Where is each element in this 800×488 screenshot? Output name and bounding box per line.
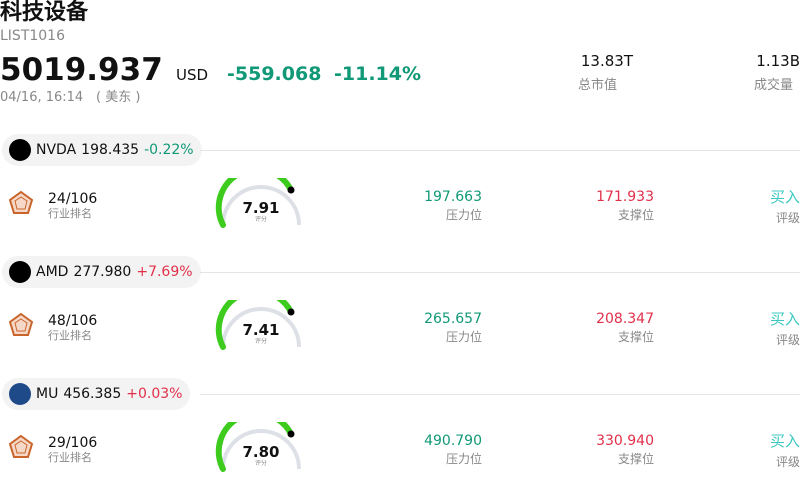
rank-icon — [8, 434, 34, 460]
score: 7.41 — [242, 321, 280, 339]
rank-icon — [8, 190, 34, 216]
rank: 29/106 — [48, 435, 98, 451]
stock-pill[interactable]: AMD 277.980 +7.69% — [2, 256, 201, 288]
time: 04/16, 16:14 — [0, 90, 84, 105]
divider — [200, 272, 800, 273]
stat-value: 1.13B — [756, 52, 800, 70]
rank-label: 行业排名 — [48, 207, 92, 220]
support-label: 支撑位 — [618, 452, 655, 466]
stock-pill[interactable]: NVDA 198.435 -0.22% — [2, 134, 202, 166]
rank: 24/106 — [48, 191, 98, 207]
score-label: 评分 — [254, 338, 267, 345]
rating-label: 评级 — [776, 455, 800, 469]
resistance-label: 压力位 — [446, 452, 483, 466]
stat-label: 成交量 — [754, 78, 794, 93]
pentagon — [8, 312, 34, 336]
resistance-label: 压力位 — [446, 208, 483, 222]
market: ( 美东 ) — [96, 90, 141, 105]
code: LIST1016 — [0, 28, 65, 44]
stock-price: 198.435 — [81, 142, 140, 158]
divider — [200, 394, 800, 395]
pentagon — [8, 434, 34, 458]
rating: 买入 — [769, 432, 800, 450]
support: 330.940 — [596, 433, 654, 449]
stat-label: 总市值 — [578, 78, 618, 93]
stock-pill[interactable]: MU 456.385 +0.03% — [2, 378, 191, 410]
rank-label: 行业排名 — [48, 451, 92, 464]
change: -559.068 — [227, 63, 322, 85]
rating: 买入 — [769, 310, 800, 328]
rank: 48/106 — [48, 313, 98, 329]
score-label: 评分 — [254, 460, 267, 467]
stat-value: 13.83T — [580, 52, 633, 70]
stock-ticker: AMD — [36, 264, 69, 280]
stock-ticker: NVDA — [36, 142, 77, 158]
currency: USD — [176, 66, 209, 84]
rank-icon — [8, 312, 34, 338]
stock-change: +0.03% — [126, 386, 183, 402]
stock-change: +7.69% — [136, 264, 193, 280]
support: 208.347 — [596, 311, 654, 327]
change-pct: -11.14% — [334, 63, 422, 85]
rating-label: 评级 — [776, 211, 800, 225]
score: 7.91 — [242, 199, 280, 217]
stock-ticker: MU — [36, 386, 59, 402]
logo — [9, 139, 31, 161]
support: 171.933 — [596, 189, 654, 205]
pentagon — [8, 190, 34, 214]
logo — [9, 383, 31, 405]
title: 科技设备 — [0, 0, 89, 25]
resistance: 490.790 — [424, 433, 482, 449]
stock-price: 277.980 — [73, 264, 132, 280]
stock-price: 456.385 — [63, 386, 122, 402]
rating: 买入 — [769, 188, 800, 206]
divider — [200, 150, 800, 151]
rating-label: 评级 — [776, 333, 800, 347]
resistance: 197.663 — [424, 189, 482, 205]
resistance: 265.657 — [424, 311, 482, 327]
resistance-label: 压力位 — [446, 330, 483, 344]
score-label: 评分 — [254, 216, 267, 223]
rank-label: 行业排名 — [48, 329, 92, 342]
support-label: 支撑位 — [618, 208, 655, 222]
score: 7.80 — [242, 443, 280, 461]
price: 5019.937 — [0, 52, 163, 88]
logo — [9, 261, 31, 283]
stock-change: -0.22% — [144, 142, 194, 158]
support-label: 支撑位 — [618, 330, 655, 344]
